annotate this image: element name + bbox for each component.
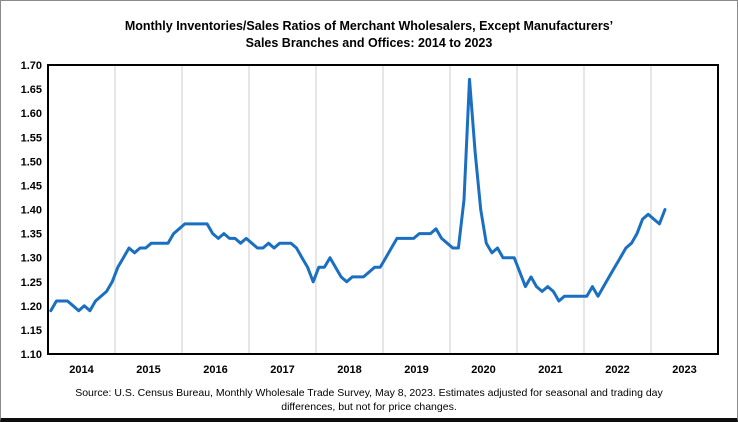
x-tick-label: 2016: [203, 364, 227, 376]
source-note-line1: Source: U.S. Census Bureau, Monthly Whol…: [75, 387, 663, 399]
x-tick-label: 2020: [471, 364, 495, 376]
x-tick-label: 2017: [270, 364, 294, 376]
y-tick-label: 1.25: [21, 277, 42, 289]
y-tick-label: 1.50: [21, 156, 42, 168]
y-tick-label: 1.35: [21, 229, 42, 241]
x-tick-label: 2018: [337, 364, 361, 376]
y-tick-label: 1.60: [21, 108, 42, 120]
y-tick-label: 1.70: [21, 60, 42, 72]
y-tick-label: 1.55: [21, 132, 42, 144]
x-tick-label: 2019: [404, 364, 428, 376]
y-tick-label: 1.45: [21, 180, 42, 192]
source-note-line2: differences, but not for price changes.: [281, 401, 457, 413]
source-note: Source: U.S. Census Bureau, Monthly Whol…: [1, 386, 737, 414]
chart-title-line2: Sales Branches and Offices: 2014 to 2023: [245, 36, 493, 50]
y-tick-label: 1.15: [21, 325, 42, 337]
chart-title-line1: Monthly Inventories/Sales Ratios of Merc…: [124, 19, 614, 33]
y-tick-label: 1.30: [21, 253, 42, 265]
x-tick-label: 2022: [605, 364, 629, 376]
plot-border: [47, 64, 719, 355]
y-tick-label: 1.20: [21, 301, 42, 313]
y-tick-label: 1.40: [21, 205, 42, 217]
chart-title: Monthly Inventories/Sales Ratios of Merc…: [1, 18, 737, 52]
x-tick-label: 2021: [538, 364, 562, 376]
x-tick-label: 2023: [672, 364, 696, 376]
data-line: [49, 77, 667, 313]
x-tick-label: 2015: [136, 364, 160, 376]
y-tick-label: 1.65: [21, 84, 42, 96]
y-tick-label: 1.10: [21, 349, 42, 361]
x-tick-label: 2014: [69, 364, 94, 376]
